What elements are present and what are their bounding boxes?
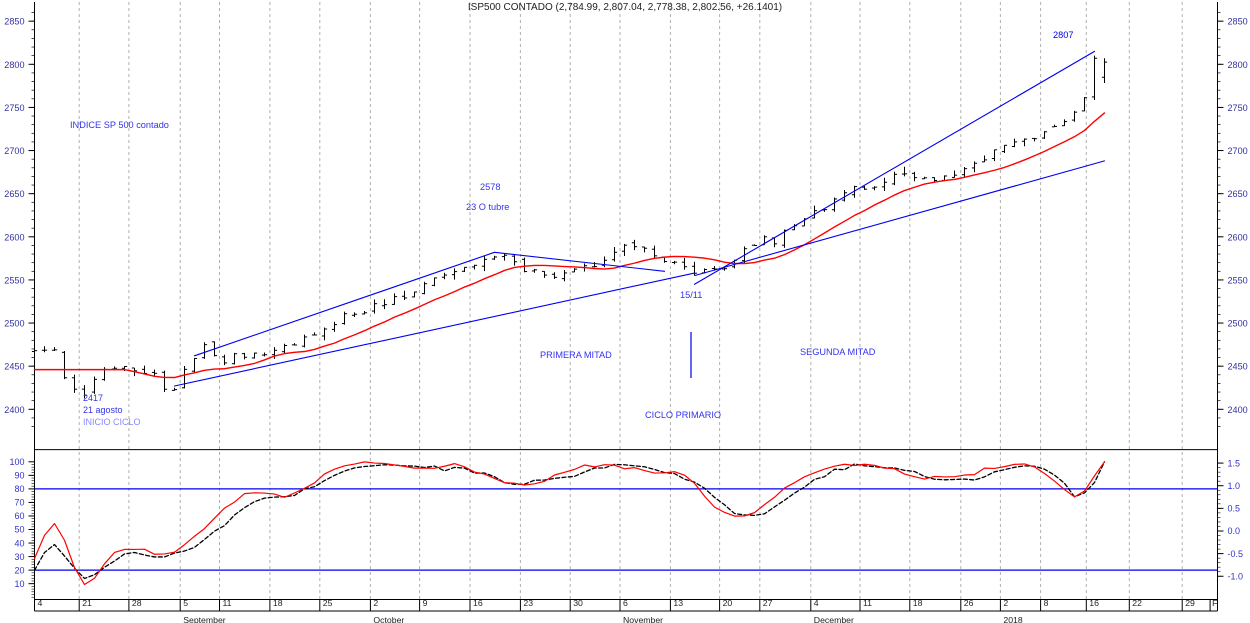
svg-text:2400: 2400: [1228, 405, 1248, 415]
svg-text:SEGUNDA MITAD: SEGUNDA MITAD: [800, 347, 876, 357]
svg-text:2500: 2500: [4, 319, 24, 329]
svg-text:29: 29: [1185, 598, 1195, 608]
svg-text:0.0: 0.0: [1228, 526, 1241, 536]
svg-text:2850: 2850: [4, 17, 24, 27]
svg-text:INDICE SP 500 contado: INDICE SP 500 contado: [70, 120, 169, 130]
svg-text:1.0: 1.0: [1228, 481, 1241, 491]
svg-text:18: 18: [273, 598, 283, 608]
svg-text:-1.0: -1.0: [1228, 571, 1244, 581]
svg-text:2: 2: [373, 598, 378, 608]
svg-text:30: 30: [14, 552, 24, 562]
svg-text:November: November: [623, 615, 663, 623]
svg-text:2550: 2550: [1228, 275, 1248, 285]
svg-text:2700: 2700: [1228, 146, 1248, 156]
svg-text:-0.5: -0.5: [1228, 549, 1244, 559]
svg-text:100: 100: [9, 457, 24, 467]
svg-text:2018: 2018: [1003, 615, 1022, 623]
svg-text:21: 21: [82, 598, 92, 608]
svg-text:2650: 2650: [4, 189, 24, 199]
svg-text:F: F: [1212, 598, 1217, 608]
svg-text:4: 4: [38, 598, 43, 608]
svg-text:50: 50: [14, 525, 24, 535]
svg-text:CICLO PRIMARIO: CICLO PRIMARIO: [645, 410, 721, 420]
svg-text:December: December: [814, 615, 854, 623]
svg-text:2850: 2850: [1228, 17, 1248, 27]
svg-text:2: 2: [1003, 598, 1008, 608]
svg-text:16: 16: [1089, 598, 1099, 608]
svg-text:October: October: [373, 615, 404, 623]
svg-text:9: 9: [423, 598, 428, 608]
svg-text:2800: 2800: [4, 60, 24, 70]
svg-text:30: 30: [573, 598, 583, 608]
svg-text:2578: 2578: [480, 182, 500, 192]
svg-text:September: September: [183, 615, 226, 623]
svg-text:15/11: 15/11: [680, 290, 702, 300]
svg-text:0.5: 0.5: [1228, 504, 1241, 514]
svg-text:28: 28: [132, 598, 142, 608]
svg-text:2400: 2400: [4, 405, 24, 415]
svg-text:70: 70: [14, 498, 24, 508]
svg-text:13: 13: [673, 598, 683, 608]
svg-text:PRIMERA MITAD: PRIMERA MITAD: [540, 350, 612, 360]
svg-text:18: 18: [913, 598, 923, 608]
svg-text:2700: 2700: [4, 146, 24, 156]
svg-text:27: 27: [763, 598, 773, 608]
svg-text:1.5: 1.5: [1228, 458, 1241, 468]
svg-text:2800: 2800: [1228, 60, 1248, 70]
svg-text:8: 8: [1044, 598, 1049, 608]
svg-text:5: 5: [183, 598, 188, 608]
svg-text:ISP500 CONTADO (2,784.99, 2,80: ISP500 CONTADO (2,784.99, 2,807.04, 2,77…: [468, 2, 782, 13]
svg-text:11: 11: [223, 598, 232, 608]
svg-text:2750: 2750: [4, 103, 24, 113]
svg-text:10: 10: [14, 579, 24, 589]
svg-text:16: 16: [473, 598, 483, 608]
svg-text:20: 20: [723, 598, 733, 608]
svg-text:26: 26: [964, 598, 974, 608]
svg-text:22: 22: [1132, 598, 1142, 608]
svg-text:4: 4: [814, 598, 819, 608]
svg-text:23 O tubre: 23 O tubre: [466, 202, 509, 212]
svg-text:40: 40: [14, 538, 24, 548]
svg-text:21 agosto: 21 agosto: [83, 405, 123, 415]
svg-text:25: 25: [323, 598, 333, 608]
svg-text:2417: 2417: [83, 393, 103, 403]
svg-text:2450: 2450: [1228, 362, 1248, 372]
svg-text:2500: 2500: [1228, 319, 1248, 329]
svg-text:11: 11: [863, 598, 872, 608]
svg-text:2550: 2550: [4, 275, 24, 285]
svg-text:2807: 2807: [1053, 30, 1073, 40]
svg-text:80: 80: [14, 484, 24, 494]
svg-text:6: 6: [623, 598, 628, 608]
svg-text:2650: 2650: [1228, 189, 1248, 199]
svg-text:60: 60: [14, 511, 24, 521]
svg-text:INICIO CICLO: INICIO CICLO: [83, 417, 141, 427]
svg-text:20: 20: [14, 565, 24, 575]
svg-text:23: 23: [523, 598, 533, 608]
svg-text:2750: 2750: [1228, 103, 1248, 113]
svg-text:2600: 2600: [1228, 232, 1248, 242]
svg-text:2450: 2450: [4, 362, 24, 372]
svg-text:90: 90: [14, 471, 24, 481]
svg-text:2600: 2600: [4, 232, 24, 242]
